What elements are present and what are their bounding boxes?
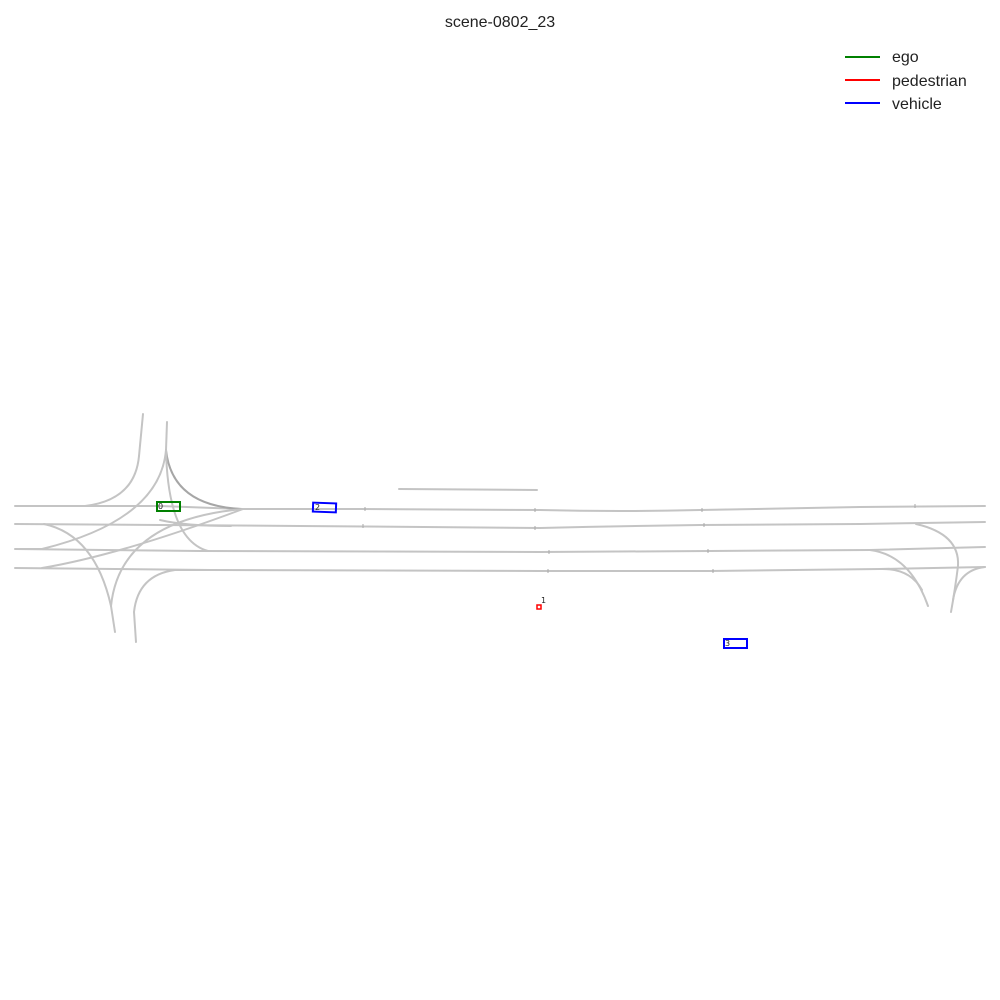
agent-id-label: 2 <box>315 503 320 512</box>
lane-line <box>133 569 212 613</box>
lane-line <box>14 521 986 530</box>
pedestrian-box <box>536 604 542 610</box>
lane-line <box>41 508 244 569</box>
lane-line <box>133 611 137 643</box>
lane-line <box>110 605 116 633</box>
lane-network <box>14 413 986 643</box>
legend-label-ego: ego <box>892 49 919 66</box>
agent-id-label: 0 <box>158 502 163 511</box>
lane-line <box>165 449 243 510</box>
lane-line <box>34 455 140 507</box>
legend-label-vehicle: vehicle <box>892 96 942 113</box>
lane-line <box>952 566 986 601</box>
agent-ego: 0 <box>156 501 181 512</box>
scene-title: scene-0802_23 <box>445 14 555 31</box>
lane-line <box>110 508 244 607</box>
vehicle-box <box>311 501 338 514</box>
agents: 0 1 2 3 <box>156 501 748 649</box>
lane-line <box>138 413 144 457</box>
lane-line <box>398 488 538 491</box>
ego-box <box>156 501 181 512</box>
vehicle-box <box>723 638 748 649</box>
legend-label-pedestrian: pedestrian <box>892 73 967 90</box>
lane-line <box>165 449 209 552</box>
lane-line <box>41 449 167 550</box>
lane-line <box>879 567 923 591</box>
legend-item-ego: ego <box>845 49 919 66</box>
agent-vehicle-3: 3 <box>723 638 748 649</box>
lane-line <box>14 566 986 572</box>
agent-vehicle-2: 2 <box>311 501 338 514</box>
agent-pedestrian: 1 <box>536 596 546 610</box>
agent-id-label: 1 <box>541 596 546 605</box>
legend-item-vehicle: vehicle <box>845 96 942 113</box>
lane-line <box>159 519 232 527</box>
lane-line <box>869 549 929 607</box>
legend: ego pedestrian vehicle <box>845 49 967 113</box>
legend-item-pedestrian: pedestrian <box>845 73 967 90</box>
lane-line <box>14 546 986 554</box>
lane-line <box>43 523 112 607</box>
lane-line <box>14 505 986 512</box>
lane-line <box>165 421 168 451</box>
agent-id-label: 3 <box>725 639 730 648</box>
